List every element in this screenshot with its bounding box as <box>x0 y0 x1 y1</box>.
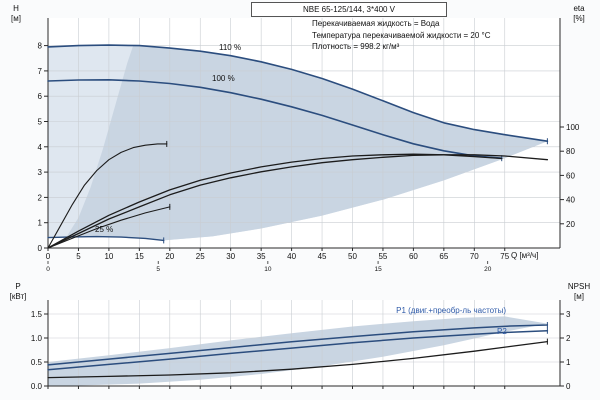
curve-eta-100 <box>47 153 503 249</box>
info-temperature: Температура перекачиваемой жидкости = 20… <box>312 30 491 40</box>
curve-eta-25 <box>47 143 168 249</box>
tick-label: 2 <box>38 193 43 202</box>
label-curve-100: 100 % <box>212 74 235 83</box>
p-axis-unit: [кВт] <box>9 292 27 301</box>
tick-label: 0 <box>566 382 571 391</box>
tick-label: 35 <box>257 252 266 261</box>
tick-label: 15 <box>374 266 382 273</box>
p-axis-title: P [кВт] <box>1 282 35 302</box>
x-axis-unit-label: Q [м³/ч] <box>511 251 539 260</box>
tick-label: 20 <box>165 252 174 261</box>
tick-label: 0.0 <box>31 382 43 391</box>
hq-chart: 0 5 10 15 20 25 30 35 40 45 50 55 60 65 70 750 5 10 15 2001… <box>38 18 580 273</box>
tick-label: 1.0 <box>31 334 43 343</box>
tick-label: 0.5 <box>31 358 43 367</box>
tick-label: 1.5 <box>31 310 43 319</box>
tick-label: 5 <box>156 266 160 273</box>
tick-label: 4 <box>38 143 43 152</box>
label-p1: P1 (двиг.+преобр-ль частоты) <box>396 306 506 315</box>
tick-label: 10 <box>264 266 272 273</box>
tick-label: 60 <box>566 171 575 180</box>
tick-label: 2 <box>566 334 571 343</box>
tick-label: 75 <box>500 252 509 261</box>
h-axis-letter: H <box>13 4 19 13</box>
tick-label: 6 <box>38 92 43 101</box>
tick-label: 40 <box>287 252 296 261</box>
tick-label: 0 <box>38 244 43 253</box>
curve-qh-100 <box>47 79 503 159</box>
tick-label: 10 <box>104 252 113 261</box>
tick-label: 25 <box>196 252 205 261</box>
tick-label: 65 <box>439 252 448 261</box>
eta-axis-title: eta [%] <box>561 4 597 24</box>
tick-label: 50 <box>348 252 357 261</box>
tick-label: 0 <box>46 266 50 273</box>
info-density: Плотность = 998.2 кг/м³ <box>312 42 400 51</box>
npsh-axis-letter: NPSH <box>567 282 591 291</box>
eta-axis-unit: [%] <box>573 14 585 23</box>
curve-qh-110 <box>47 44 549 142</box>
tick-label: 5 <box>38 118 43 127</box>
chart-title: NBE 65-125/144, 3*400 V <box>251 2 447 17</box>
tick-label: 20 <box>484 266 492 273</box>
tick-label: 3 <box>566 310 571 319</box>
eta-axis-letter: eta <box>573 4 585 13</box>
info-block: Перекачиваемая жидкость = Вода Температу… <box>312 18 491 53</box>
tick-label: 7 <box>38 67 43 76</box>
curve-npsh <box>47 340 549 379</box>
tick-label: 3 <box>38 168 43 177</box>
tick-label: 60 <box>409 252 418 261</box>
tick-label: 15 <box>135 252 144 261</box>
tick-label: 0 <box>46 252 51 261</box>
tick-label: 100 <box>566 123 580 132</box>
tick-label: 5 <box>76 252 81 261</box>
tick-label: 20 <box>566 220 575 229</box>
npsh-axis-title: NPSH [м] <box>558 282 600 302</box>
tick-label: 1 <box>38 219 43 228</box>
npsh-axis-unit: [м] <box>574 292 584 301</box>
tick-label: 45 <box>318 252 327 261</box>
curve-eta-total-25 <box>47 206 171 249</box>
tick-label: 70 <box>470 252 479 261</box>
p-axis-letter: P <box>15 282 21 291</box>
h-axis-unit: [м] <box>11 14 21 23</box>
label-curve-110: 110 % <box>219 43 242 52</box>
power-envelope <box>48 316 548 386</box>
tick-label: 8 <box>38 42 43 51</box>
curve-p2 <box>47 330 549 371</box>
tick-label: 80 <box>566 147 575 156</box>
info-liquid: Перекачиваемая жидкость = Вода <box>312 19 440 28</box>
curve-p1 <box>47 324 549 366</box>
tick-label: 30 <box>226 252 235 261</box>
tick-label: 55 <box>378 252 387 261</box>
h-axis-title: H [м] <box>1 4 31 24</box>
tick-label: 1 <box>566 358 571 367</box>
tick-label: 40 <box>566 196 575 205</box>
label-curve-25: 25 % <box>95 225 114 234</box>
label-p2: P2 <box>497 327 507 336</box>
operating-envelope-inner <box>66 45 548 241</box>
power-chart: 0.0 0.5 1.0 1.5 0 1 2 3 <box>31 300 571 391</box>
